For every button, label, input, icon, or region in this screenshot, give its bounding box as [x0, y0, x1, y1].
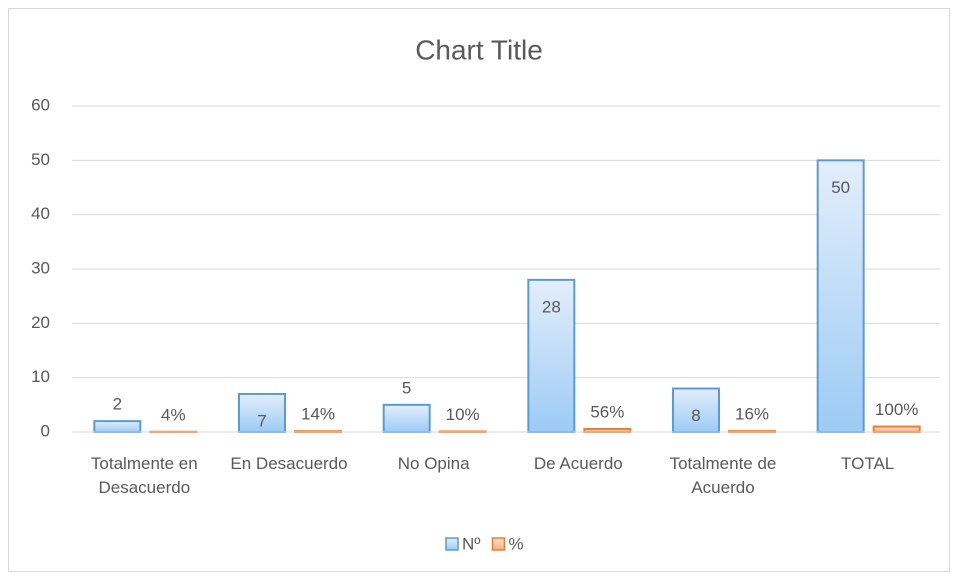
legend-label: Nº: [462, 534, 481, 553]
bar: [527, 278, 576, 433]
data-label: 100%: [875, 400, 918, 419]
y-tick-label: 20: [31, 313, 50, 332]
x-tick-label: No Opina: [397, 454, 470, 473]
x-tick-label: En Desacuerdo: [230, 454, 348, 473]
data-label: 56%: [590, 402, 624, 421]
y-tick-label: 0: [41, 421, 50, 440]
legend-swatch: [445, 537, 459, 551]
x-tick-label: TOTAL: [841, 454, 895, 473]
bar: [238, 392, 286, 434]
data-label: 28: [542, 297, 561, 316]
bar: [93, 420, 142, 433]
bar: [872, 425, 921, 434]
y-tick-label: 50: [31, 150, 50, 169]
x-tick-label: Totalmente en Desacuerdo: [90, 454, 198, 497]
data-label: 10%: [446, 405, 480, 424]
data-label: 2: [113, 395, 122, 414]
y-tick-label: 30: [31, 258, 50, 277]
data-label: 7: [257, 411, 266, 430]
y-tick-label: 40: [31, 204, 50, 223]
bar: [382, 403, 431, 434]
legend-label: %: [509, 534, 524, 553]
legend-swatch: [491, 537, 506, 551]
chart-border: [8, 8, 950, 572]
data-label: 4%: [161, 405, 186, 424]
y-tick-label: 10: [31, 367, 50, 386]
data-label: 14%: [301, 405, 335, 424]
bar: [816, 159, 865, 433]
data-label: 8: [691, 406, 700, 425]
data-label: 16%: [735, 405, 769, 424]
data-label: 5: [402, 378, 411, 397]
chart-title: Chart Title: [415, 34, 543, 65]
data-label: 50: [831, 178, 850, 197]
y-tick-label: 60: [31, 95, 50, 114]
x-tick-label: De Acuerdo: [533, 454, 623, 473]
x-tick-label: Totalmente de Acuerdo: [669, 454, 777, 497]
